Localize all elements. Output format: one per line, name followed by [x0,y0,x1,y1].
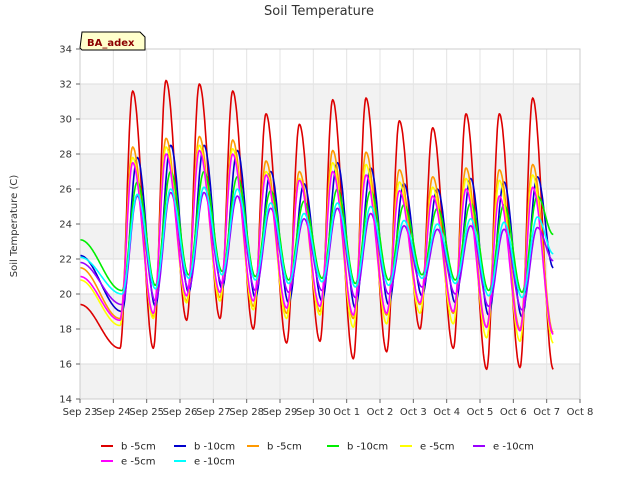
x-tick-label: Oct 4 [433,407,460,418]
x-tick-label: Oct 2 [367,407,394,418]
station-label: BA_adex [87,38,135,49]
x-tick-label: Oct 7 [533,407,560,418]
x-tick-label: Sep 29 [263,407,298,418]
x-tick-label: Sep 27 [196,407,231,418]
series-line-6 [79,149,554,335]
station-label-box: BA_adex [79,31,146,51]
y-tick-label: 28 [59,150,72,161]
legend-entry: e -5cm [400,442,455,453]
y-tick-label: 14 [59,395,72,406]
legend-label: e -5cm [121,457,156,468]
x-tick-label: Oct 6 [500,407,527,418]
legend: b -5cm b -10cm b -5cm b -10cm e -5cm e -10cm e… [101,442,534,468]
x-tick-label: Sep 28 [229,407,264,418]
legend-entry: b -10cm [327,442,388,453]
x-tick-label: Oct 5 [467,407,494,418]
legend-label: b -5cm [121,442,156,453]
legend-entry: e -10cm [473,442,534,453]
y-tick-label: 20 [59,290,72,301]
legend-entry: e -10cm [174,457,235,468]
x-tick-label: Sep 26 [163,407,198,418]
y-tick-label: 24 [59,220,72,231]
legend-label: b -10cm [194,442,235,453]
y-tick-label: 30 [59,115,72,126]
x-tick-label: Sep 23 [63,407,98,418]
legend-entry: b -10cm [174,442,235,453]
x-tick-label: Sep 25 [129,407,164,418]
y-tick-label: 34 [59,45,72,56]
legend-label: b -5cm [267,442,302,453]
legend-entry: e -5cm [101,457,156,468]
series-lines [79,79,554,371]
chart-title: Soil Temperature [264,4,374,19]
legend-label: e -10cm [493,442,534,453]
legend-entry: b -5cm [247,442,302,453]
series-line-7 [79,186,554,299]
x-tick-label: Oct 1 [333,407,360,418]
y-axis-title: Soil Temperature (C) [9,175,20,278]
y-tick-label: 16 [59,360,72,371]
y-tick-label: 32 [59,80,72,91]
x-tick-label: Sep 30 [296,407,331,418]
y-axis-ticks: 14 16 18 20 22 24 26 28 30 32 34 [59,45,80,406]
legend-label: e -5cm [420,442,455,453]
x-tick-label: Oct 8 [567,407,594,418]
x-tick-label: Oct 3 [400,407,427,418]
x-tick-label: Sep 24 [96,407,131,418]
y-tick-label: 22 [59,255,72,266]
y-tick-label: 18 [59,325,72,336]
plot-band [80,364,580,399]
plot-band [80,294,580,329]
y-tick-label: 26 [59,185,72,196]
legend-entry: b -5cm [101,442,156,453]
legend-label: b -10cm [347,442,388,453]
legend-label: e -10cm [194,457,235,468]
